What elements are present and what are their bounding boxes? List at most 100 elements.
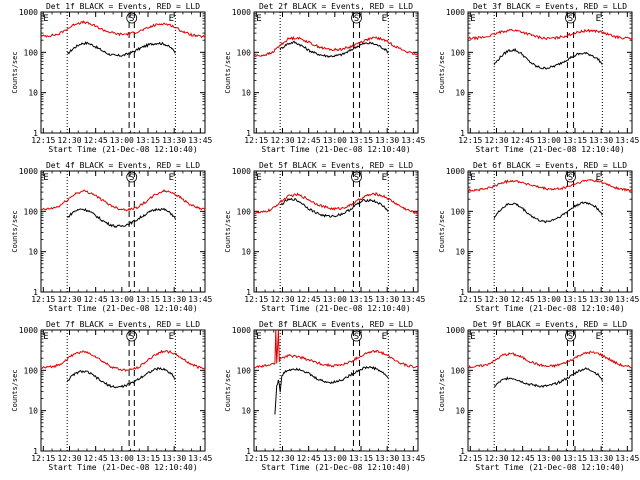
y-tick-label: 100 xyxy=(237,366,252,375)
saa-marker-circle xyxy=(351,330,362,342)
x-tick-label: 13:00 xyxy=(110,136,134,145)
y-tick-label: 100 xyxy=(24,48,39,57)
x-axis-label: Start Time (21-Dec-08 12:10:40) xyxy=(261,145,410,154)
x-axis-label: Start Time (21-Dec-08 12:10:40) xyxy=(475,145,624,154)
y-tick-label: 10 xyxy=(241,407,251,416)
x-tick-label: 13:45 xyxy=(615,295,639,304)
y-axis-label: Counts/sec xyxy=(438,210,446,252)
marker-label-s: S xyxy=(129,173,134,183)
y-tick-label: 10 xyxy=(455,248,465,257)
y-tick-label: 100 xyxy=(237,207,252,216)
y-tick-label: 100 xyxy=(24,207,39,216)
y-tick-label: 100 xyxy=(24,366,39,375)
y-tick-label: 1000 xyxy=(19,8,38,17)
lld-series-line xyxy=(40,189,206,212)
panel-title: Det 7f BLACK = Events, RED = LLD xyxy=(46,320,200,329)
panel-title: Det 5f BLACK = Events, RED = LLD xyxy=(259,161,413,170)
x-tick-label: 12:30 xyxy=(57,136,81,145)
marker-label-s: S xyxy=(568,332,573,342)
y-tick-label: 100 xyxy=(451,48,466,57)
marker-label-e: E xyxy=(382,173,387,183)
y-tick-label: 10 xyxy=(241,248,251,257)
x-tick-label: 13:30 xyxy=(162,295,186,304)
lld-series-line xyxy=(468,28,633,41)
saa-marker-circle xyxy=(351,171,362,183)
marker-label-s: S xyxy=(568,14,573,24)
x-tick-label: 13:00 xyxy=(323,136,347,145)
x-tick-label: 13:15 xyxy=(563,136,587,145)
marker-label-e: E xyxy=(43,173,48,183)
x-tick-label: 12:30 xyxy=(57,295,81,304)
lld-series-line xyxy=(253,35,419,58)
panel-det-4: Det 4f BLACK = Events, RED = LLD 1 10 100 10… xyxy=(11,161,213,313)
x-tick-label: 13:45 xyxy=(188,295,212,304)
y-tick-label: 1 xyxy=(33,447,38,456)
x-tick-label: 13:30 xyxy=(589,454,613,463)
marker-label-e: E xyxy=(596,173,601,183)
lld-series-line xyxy=(253,329,419,369)
x-tick-label: 13:15 xyxy=(136,136,160,145)
x-tick-label: 12:30 xyxy=(57,454,81,463)
panel-det-2: Det 2f BLACK = Events, RED = LLD 1 10 100 10… xyxy=(224,2,426,154)
x-tick-label: 12:30 xyxy=(484,136,508,145)
x-tick-label: 12:30 xyxy=(484,454,508,463)
marker-label-s: S xyxy=(354,332,359,342)
x-tick-label: 12:45 xyxy=(297,454,321,463)
events-series-line xyxy=(66,41,176,57)
marker-label-e: E xyxy=(596,14,601,24)
marker-label-e: E xyxy=(169,332,174,342)
x-tick-label: 13:00 xyxy=(323,295,347,304)
x-tick-label: 13:45 xyxy=(401,454,425,463)
y-axis-label: Counts/sec xyxy=(11,210,19,252)
marker-label-e: E xyxy=(256,173,261,183)
y-axis-label: Counts/sec xyxy=(224,51,232,93)
events-series-line xyxy=(280,197,389,218)
marker-label-e: E xyxy=(256,14,261,24)
events-series-line xyxy=(493,47,603,70)
y-tick-label: 10 xyxy=(241,89,251,98)
y-tick-label: 1000 xyxy=(232,326,251,335)
x-axis-label: Start Time (21-Dec-08 12:10:40) xyxy=(48,145,197,154)
lld-series-line xyxy=(40,20,205,39)
y-tick-label: 1000 xyxy=(232,8,251,17)
events-series-line xyxy=(66,366,176,389)
x-tick-label: 13:45 xyxy=(615,136,639,145)
y-tick-label: 1 xyxy=(246,447,251,456)
panel-title: Det 1f BLACK = Events, RED = LLD xyxy=(46,2,200,11)
panel-det-8: Det 8f BLACK = Events, RED = LLD 1 10 100 10… xyxy=(224,320,426,472)
events-series-line xyxy=(279,40,389,59)
marker-label-s: S xyxy=(129,332,134,342)
x-tick-label: 12:45 xyxy=(84,136,108,145)
x-tick-label: 13:45 xyxy=(615,454,639,463)
y-tick-label: 1000 xyxy=(19,167,38,176)
panel-title: Det 2f BLACK = Events, RED = LLD xyxy=(259,2,413,11)
panel-title: Det 4f BLACK = Events, RED = LLD xyxy=(46,161,200,170)
plot-frame xyxy=(253,170,419,293)
x-tick-label: 12:30 xyxy=(484,295,508,304)
x-tick-label: 13:00 xyxy=(537,295,561,304)
x-tick-label: 13:45 xyxy=(188,136,212,145)
y-tick-label: 1000 xyxy=(19,326,38,335)
x-tick-label: 13:15 xyxy=(563,454,587,463)
x-tick-label: 13:30 xyxy=(375,295,399,304)
x-tick-label: 13:30 xyxy=(589,295,613,304)
events-series-line xyxy=(66,207,176,229)
plot-frame xyxy=(40,170,206,293)
panel-title: Det 9f BLACK = Events, RED = LLD xyxy=(473,320,627,329)
panel-det-9: Det 9f BLACK = Events, RED = LLD 1 10 100 10… xyxy=(438,320,640,472)
x-tick-label: 12:15 xyxy=(244,454,268,463)
plot-frame xyxy=(467,170,633,293)
plot-frame xyxy=(253,11,419,134)
x-axis-label: Start Time (21-Dec-08 12:10:40) xyxy=(48,463,197,472)
marker-label-e: E xyxy=(470,14,475,24)
x-tick-label: 13:15 xyxy=(349,136,373,145)
y-tick-label: 10 xyxy=(28,407,38,416)
y-tick-label: 1 xyxy=(33,129,38,138)
x-tick-label: 12:45 xyxy=(297,136,321,145)
panel-title: Det 6f BLACK = Events, RED = LLD xyxy=(473,161,627,170)
x-tick-label: 13:00 xyxy=(323,454,347,463)
y-tick-label: 10 xyxy=(28,89,38,98)
x-tick-label: 12:30 xyxy=(270,295,294,304)
y-tick-label: 1 xyxy=(460,288,465,297)
